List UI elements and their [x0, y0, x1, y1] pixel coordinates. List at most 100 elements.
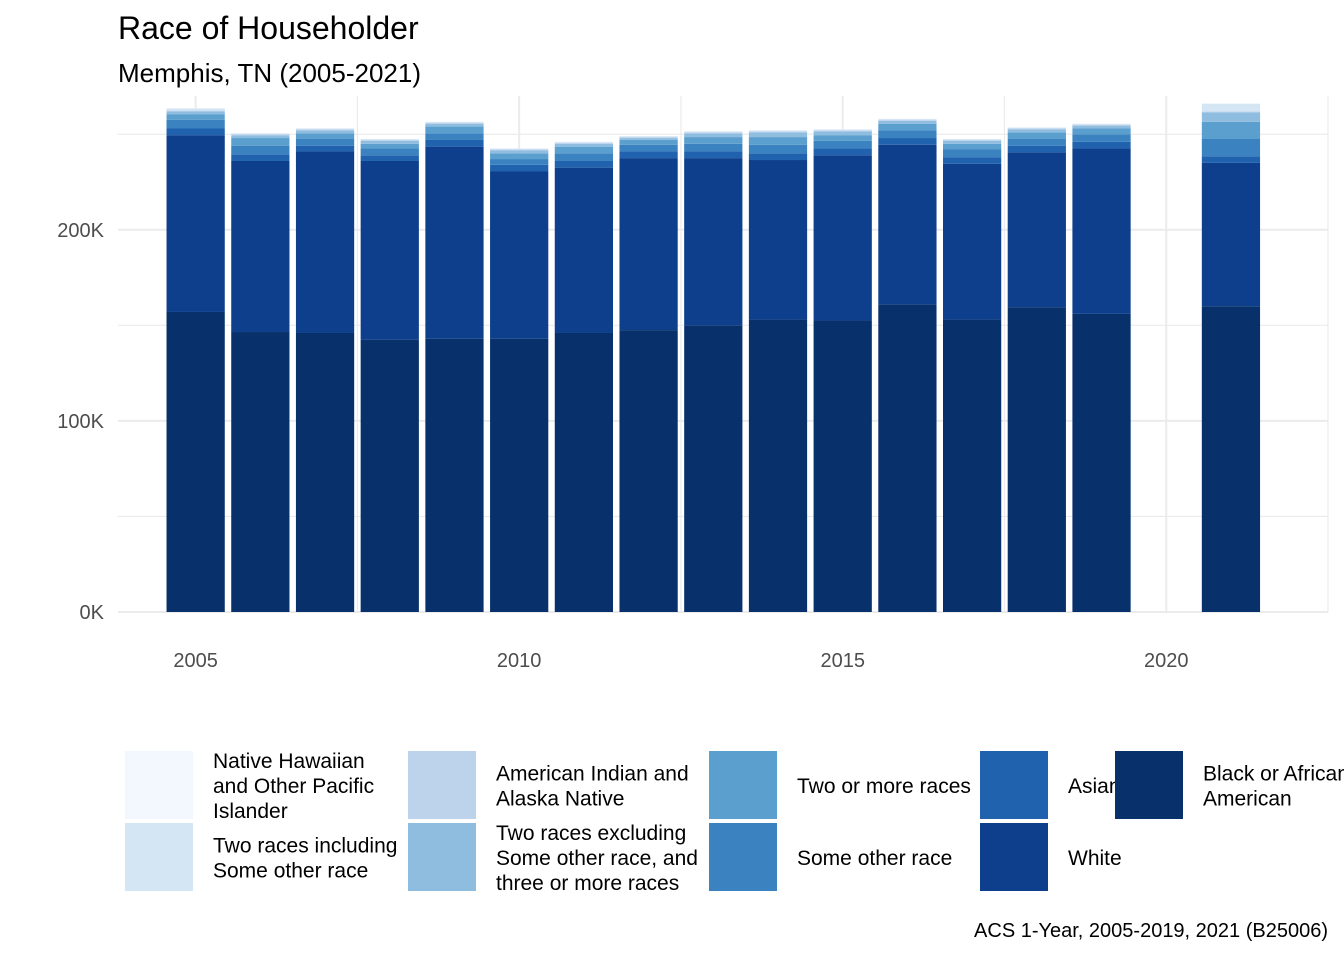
bar-segment: [166, 108, 225, 111]
bar-segment: [878, 304, 937, 612]
bar-segment: [231, 134, 290, 136]
bar-segment: [1201, 121, 1261, 139]
bar-segment: [619, 137, 678, 139]
bar-layer: [166, 103, 1261, 612]
bar-segment: [425, 121, 484, 123]
bar-segment: [231, 133, 290, 135]
bar-segment: [166, 311, 225, 612]
legend-label: Two races excluding Some other race, and t…: [496, 822, 698, 895]
bar-segment: [425, 133, 484, 140]
bar-segment: [1072, 123, 1131, 125]
bar-segment: [490, 153, 549, 160]
bar-segment: [554, 146, 613, 154]
bar-segment: [1007, 139, 1066, 146]
legend-item: White: [980, 823, 1122, 891]
bar-segment: [1072, 134, 1131, 142]
bar-segment: [425, 146, 484, 339]
bar-segment: [943, 163, 1002, 320]
legend-item: Native Hawaiian and Other Pacific Islander: [125, 750, 374, 823]
bar-segment: [1007, 307, 1066, 612]
bar-segment: [748, 130, 808, 132]
bar-segment: [684, 325, 743, 612]
bar-segment: [878, 119, 937, 121]
bar-segment: [878, 138, 937, 145]
legend-item: Some other race: [709, 823, 952, 891]
bar-segment: [1201, 139, 1261, 157]
bar-segment: [295, 332, 355, 612]
bar-segment: [295, 133, 355, 139]
legend-key: [408, 751, 476, 819]
bar-segment: [943, 157, 1002, 164]
bar-segment: [813, 135, 872, 141]
bar-segment: [1007, 152, 1066, 308]
legend-key: [980, 823, 1048, 891]
bar-segment: [490, 171, 549, 339]
bar-segment: [619, 136, 678, 138]
bar-segment: [360, 155, 419, 161]
bar-segment: [554, 332, 613, 612]
x-tick-label: 2005: [173, 650, 218, 672]
bar-segment: [295, 128, 355, 130]
x-tick-label: 2015: [820, 650, 865, 672]
bar-segment: [684, 158, 743, 326]
bar-segment: [684, 143, 743, 152]
bar-segment: [1201, 156, 1261, 163]
bar-segment: [619, 138, 678, 140]
legend-label: Two or more races: [797, 775, 971, 798]
bar-segment: [813, 129, 872, 131]
bar-segment: [619, 158, 678, 331]
bar-segment: [748, 153, 808, 161]
legend: Native Hawaiian and Other Pacific Islander…: [125, 750, 1344, 895]
bar-segment: [360, 140, 419, 144]
bar-segment: [360, 160, 419, 340]
bar-segment: [748, 319, 808, 612]
bar-segment: [943, 140, 1002, 144]
bar-segment: [360, 339, 419, 612]
bar-segment: [490, 338, 549, 612]
bar-segment: [425, 126, 484, 134]
bar-segment: [878, 130, 937, 139]
bar-segment: [231, 138, 290, 146]
bar-segment: [619, 139, 678, 145]
bar-segment: [619, 151, 678, 159]
bar-segment: [554, 160, 613, 168]
legend-label: Black or African American: [1203, 763, 1344, 811]
bar-segment: [490, 148, 549, 150]
legend-item: Two or more races: [709, 751, 971, 819]
bar-segment: [619, 330, 678, 612]
bar-segment: [295, 145, 355, 152]
legend-label: Native Hawaiian and Other Pacific Islander: [213, 750, 374, 823]
y-tick-label: 0K: [80, 602, 105, 624]
bar-segment: [684, 151, 743, 159]
bar-segment: [554, 142, 613, 144]
bar-segment: [813, 155, 872, 321]
legend-key: [980, 751, 1048, 819]
bar-segment: [684, 131, 743, 133]
bar-segment: [554, 143, 613, 147]
legend-key: [709, 823, 777, 891]
bar-segment: [1201, 306, 1261, 612]
bar-segment: [1007, 129, 1066, 133]
bar-segment: [943, 139, 1002, 141]
bar-segment: [425, 139, 484, 147]
bar-segment: [878, 123, 937, 131]
bar-segment: [1201, 103, 1261, 112]
bar-segment: [1201, 112, 1261, 122]
y-tick-label: 200K: [57, 220, 104, 242]
bar-segment: [360, 139, 419, 140]
legend-item: Asian: [980, 751, 1121, 819]
bar-segment: [748, 160, 808, 320]
bar-segment: [231, 145, 290, 155]
bar-segment: [1072, 313, 1131, 612]
bar-segment: [943, 143, 1002, 150]
bar-segment: [295, 129, 355, 131]
bar-segment: [231, 160, 290, 333]
bar-segment: [1072, 148, 1131, 314]
bar-segment: [554, 167, 613, 333]
bar-segment: [813, 131, 872, 136]
bar-segment: [619, 144, 678, 152]
bar-segment: [1072, 128, 1131, 135]
legend-key: [125, 751, 193, 819]
bar-segment: [166, 111, 225, 115]
